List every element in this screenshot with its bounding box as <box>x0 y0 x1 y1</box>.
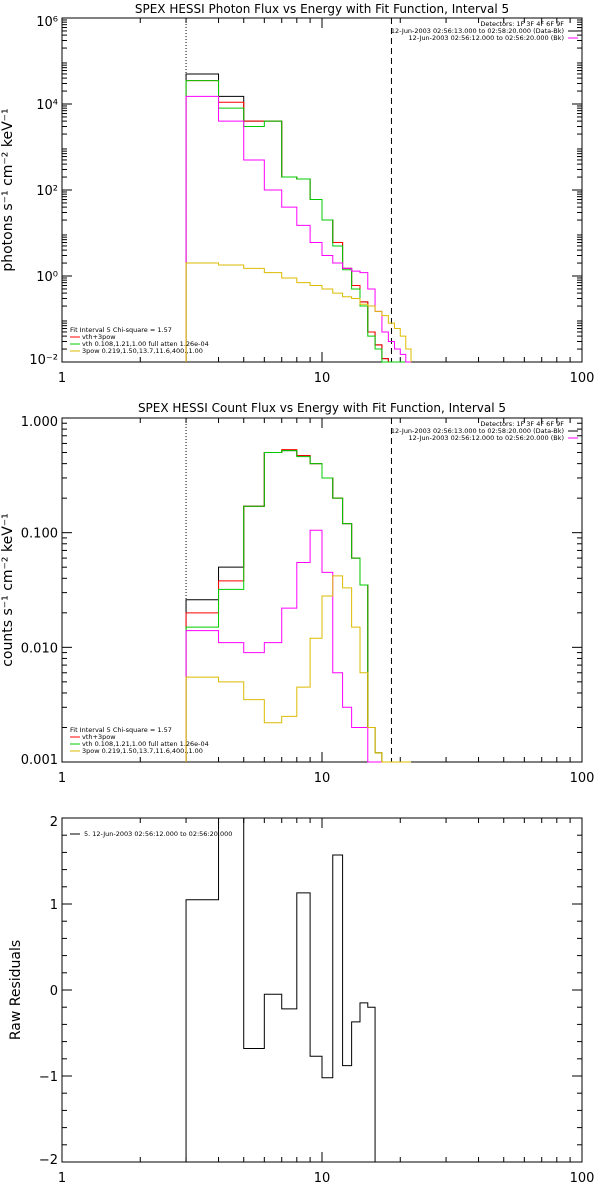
series-3-line <box>185 450 412 763</box>
plot-frame <box>61 17 583 363</box>
y-tick-label: 10² <box>36 184 58 199</box>
series-2-line <box>185 449 412 763</box>
legend-top-text: Detectors: 1F 3F 4F 6F 9F <box>480 20 564 28</box>
legend-top-text: Detectors: 1F 3F 4F 6F 9F <box>480 420 564 428</box>
legend-top-text: 12-Jun-2003 02:56:12.000 to 02:56:20.000… <box>409 434 564 442</box>
series-3-line <box>185 80 412 363</box>
legend-top-text: 5. 12-Jun-2003 02:56:12.000 to 02:56:20.… <box>84 830 232 838</box>
chart-title: SPEX HESSI Photon Flux vs Energy with Fi… <box>135 2 509 16</box>
series-1-line <box>185 450 412 763</box>
y-axis-label: counts s⁻¹ cm⁻² keV⁻¹ <box>0 513 16 667</box>
panel-3: 1 10 100 −2 −1 0 1 2 Raw Residuals 5. 12-Jun-2003… <box>8 815 594 1186</box>
x-tick-label: 1 <box>58 771 66 786</box>
legend-bottom-text: vth 0.108,1.21,1.00 full atten 1.26e-04 <box>82 340 209 348</box>
x-tick-label: 10 <box>314 1171 331 1186</box>
series-1-line <box>185 817 376 1162</box>
y-tick-label: 2 <box>50 815 58 830</box>
y-tick-label: −2 <box>39 1153 58 1168</box>
y-tick-label: −1 <box>39 1070 58 1085</box>
legend-top-text: 12-Jun-2003 02:56:12.000 to 02:56:20.000… <box>409 34 564 42</box>
y-tick-label: 10⁻² <box>29 353 58 368</box>
x-tick-label: 100 <box>570 371 595 386</box>
series-1-line <box>185 73 412 363</box>
plot-frame <box>61 817 583 1163</box>
x-tick-label: 1 <box>58 1171 66 1186</box>
x-tick-label: 10 <box>314 371 331 386</box>
legend-top-text: 12-Jun-2003 02:56:13.000 to 02:58:20.000… <box>391 27 564 35</box>
y-tick-label: 10⁴ <box>36 98 58 113</box>
y-tick-label: 1.000 <box>21 415 58 430</box>
legend-bottom-text: Fit Interval 5 Chi-square = 1.57 <box>70 326 172 334</box>
x-tick-label: 100 <box>570 771 595 786</box>
series-2-line <box>185 80 412 363</box>
x-tick-label: 1 <box>58 371 66 386</box>
series-5-line <box>185 575 412 763</box>
y-axis-label: Raw Residuals <box>8 940 24 1040</box>
y-tick-label: 1 <box>50 898 58 913</box>
legend-bottom-text: vth 0.108,1.21,1.00 full atten 1.26e-04 <box>82 740 209 748</box>
panel-2: SPEX HESSI Count Flux vs Energy with Fit… <box>0 401 594 786</box>
legend-bottom-text: vth+3pow <box>82 733 116 741</box>
legend-bottom-text: Fit Interval 5 Chi-square = 1.57 <box>70 726 172 734</box>
legend-bottom-text: 3pow 0.219,1.50,13.7,11.6,400.,1.00 <box>82 747 203 755</box>
y-tick-label: 0.001 <box>21 753 58 768</box>
y-tick-label: 0 <box>50 984 58 999</box>
x-tick-label: 100 <box>570 1171 595 1186</box>
legend-bottom-text: 3pow 0.219,1.50,13.7,11.6,400.,1.00 <box>82 347 203 355</box>
y-tick-label: 0.100 <box>21 527 58 542</box>
y-tick-label: 10⁶ <box>36 15 58 30</box>
y-axis-label: photons s⁻¹ cm⁻² keV⁻¹ <box>0 108 16 271</box>
panel-1: SPEX HESSI Photon Flux vs Energy with Fi… <box>0 2 594 386</box>
chart-title: SPEX HESSI Count Flux vs Energy with Fit… <box>138 401 506 415</box>
series-4-line <box>185 95 412 363</box>
series-4-line <box>185 529 412 763</box>
series-5-line <box>185 262 412 362</box>
y-tick-label: 0.010 <box>21 641 58 656</box>
x-tick-label: 10 <box>314 771 331 786</box>
legend-bottom-text: vth+3pow <box>82 333 116 341</box>
legend-top-text: 12-Jun-2003 02:56:13.000 to 02:58:20.000… <box>391 427 564 435</box>
y-tick-label: 10⁰ <box>36 270 58 285</box>
